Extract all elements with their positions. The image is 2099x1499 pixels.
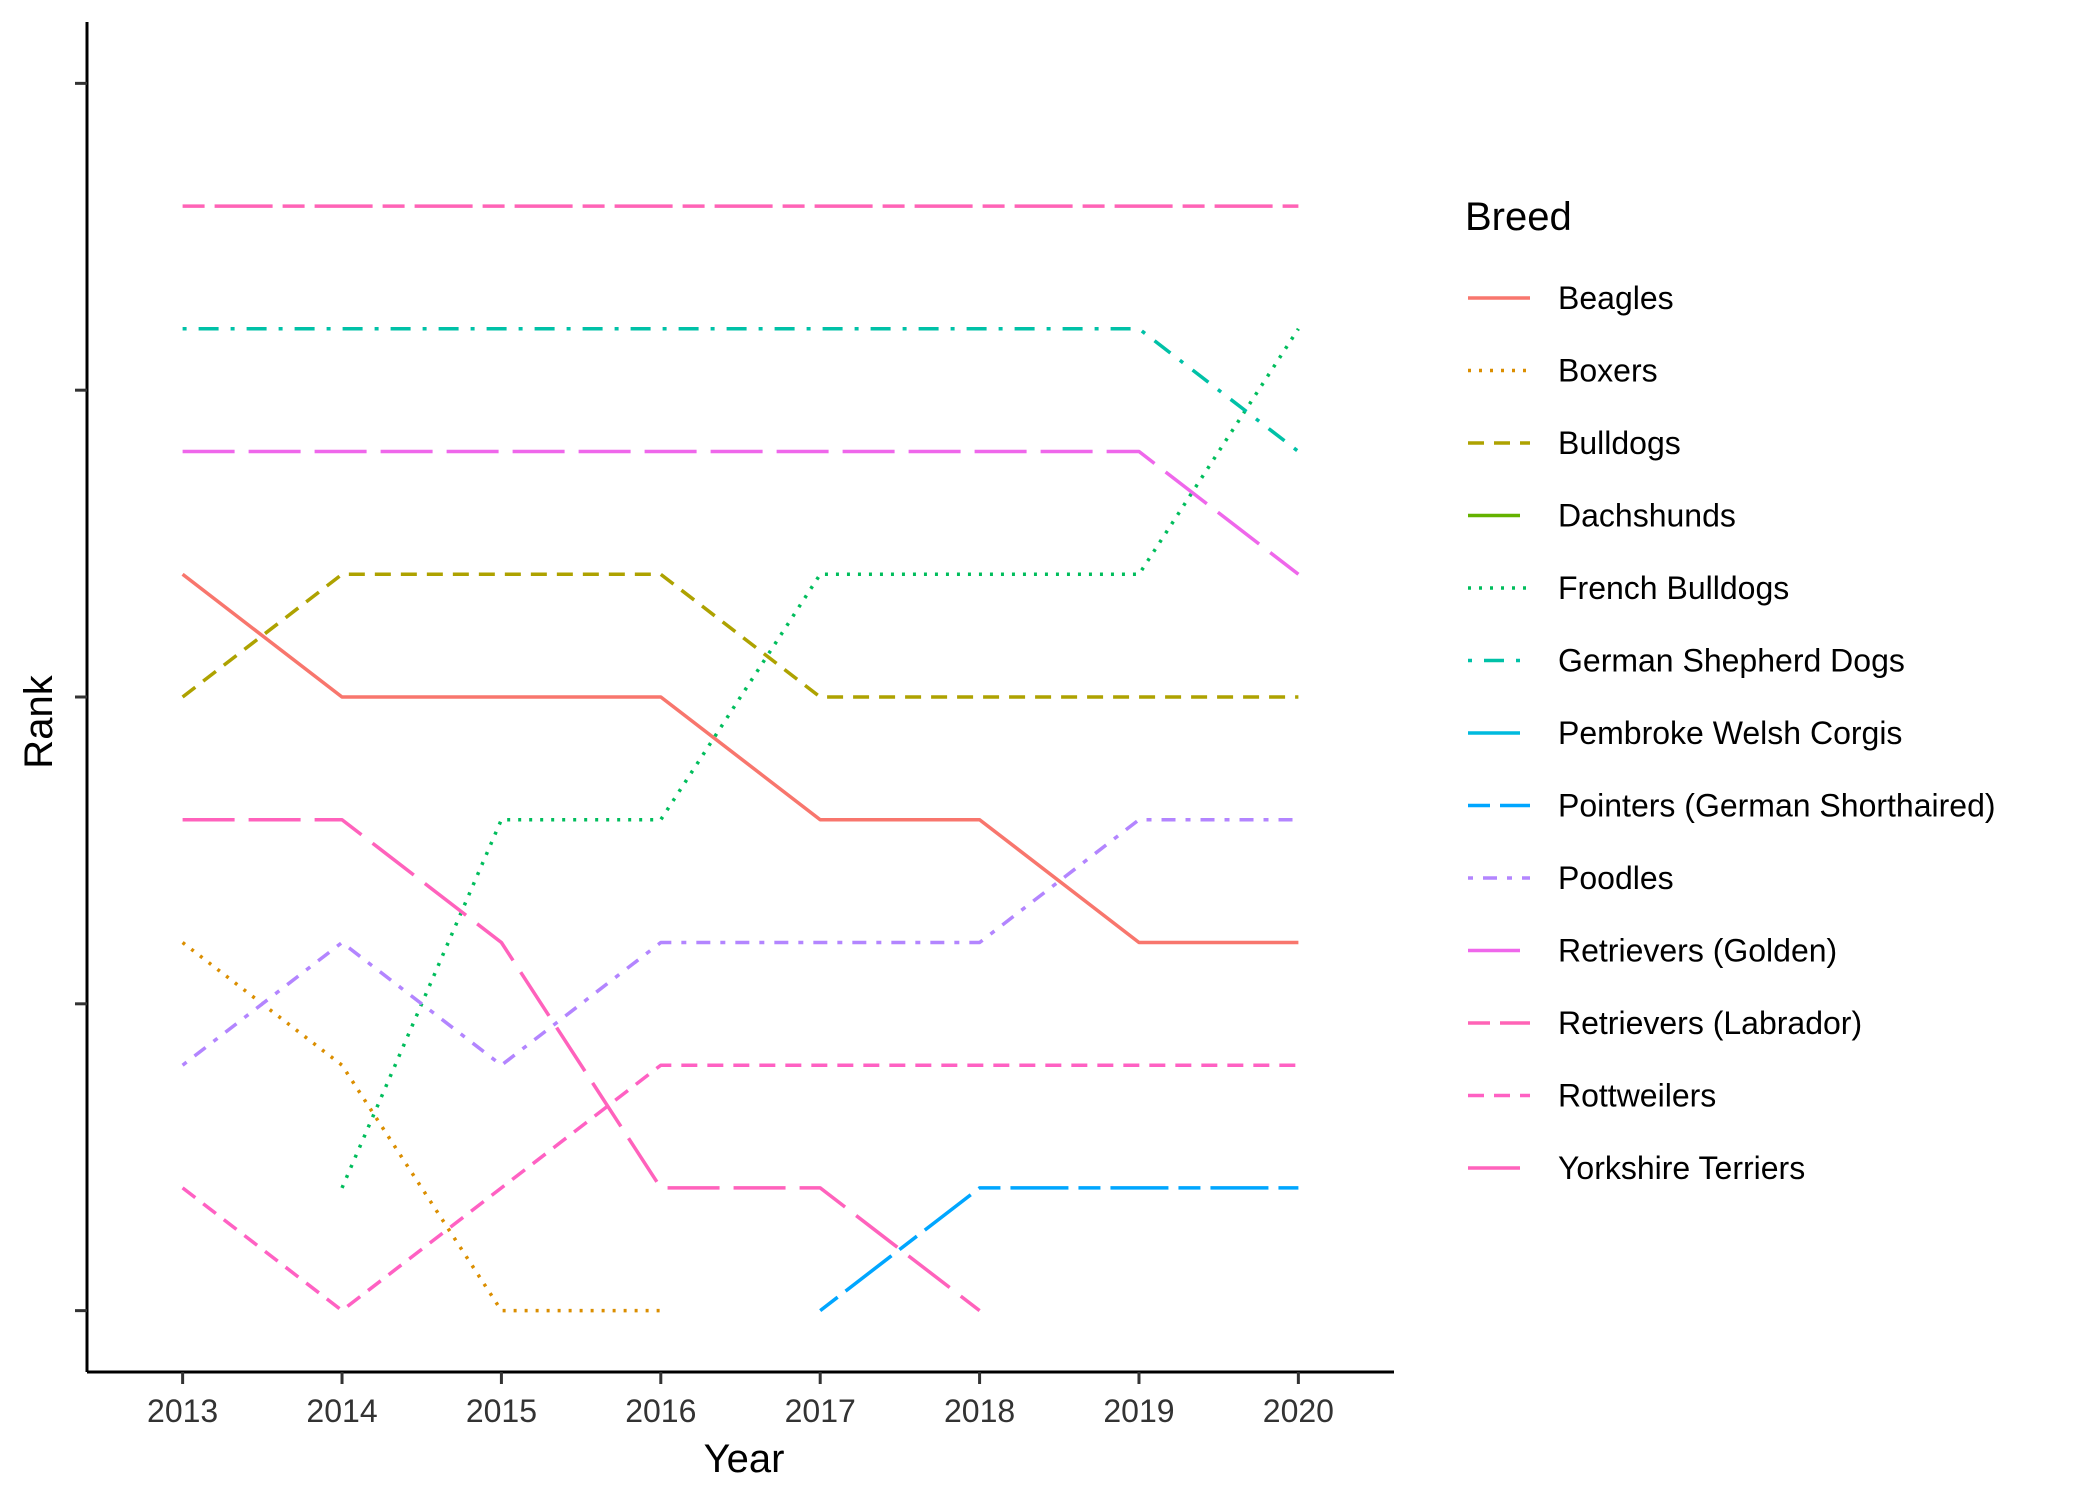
x-tick-label: 2016 bbox=[625, 1393, 696, 1429]
legend-label: Yorkshire Terriers bbox=[1558, 1150, 1805, 1186]
x-axis-title: Year bbox=[704, 1437, 785, 1481]
legend-label: Rottweilers bbox=[1558, 1078, 1716, 1114]
legend-label: Bulldogs bbox=[1558, 425, 1681, 461]
legend-label: French Bulldogs bbox=[1558, 570, 1789, 606]
x-tick-label: 2013 bbox=[147, 1393, 218, 1429]
series-line-retrievers-golden bbox=[182, 449, 1300, 576]
series-line-bulldogs bbox=[181, 572, 1299, 699]
series-line-pointers-german-shorthaired bbox=[819, 1186, 1299, 1312]
series-line-poodles bbox=[181, 817, 1299, 1067]
legend-label: Boxers bbox=[1558, 353, 1658, 389]
legend-label: German Shepherd Dogs bbox=[1558, 643, 1905, 679]
legend-label: Poodles bbox=[1558, 860, 1674, 896]
legend-label: Retrievers (Labrador) bbox=[1558, 1005, 1862, 1041]
legend-label: Retrievers (Golden) bbox=[1558, 933, 1837, 969]
series-line-yorkshire-terriers bbox=[182, 817, 981, 1312]
y-axis-title: Rank bbox=[17, 674, 61, 768]
legend-label: Dachshunds bbox=[1558, 498, 1736, 534]
x-tick-label: 2017 bbox=[785, 1393, 856, 1429]
series-line-german-shepherd-dogs bbox=[182, 327, 1300, 453]
x-tick-label: 2018 bbox=[944, 1393, 1015, 1429]
series-line-boxers bbox=[181, 941, 661, 1313]
legend: Breed Beagles Boxers Bulldogs Dachshunds Fre… bbox=[1465, 195, 1996, 1186]
legend-label: Pembroke Welsh Corgis bbox=[1558, 715, 1902, 751]
legend-title: Breed bbox=[1465, 195, 1572, 239]
x-axis-ticks: 2013 2014 2015 2016 2017 2018 2019 2020 bbox=[147, 1372, 1334, 1429]
x-tick-label: 2015 bbox=[466, 1393, 537, 1429]
series-line-french-bulldogs bbox=[340, 327, 1300, 1189]
x-tick-label: 2019 bbox=[1103, 1393, 1174, 1429]
y-axis-ticks bbox=[75, 81, 87, 1313]
series-line-beagles bbox=[181, 572, 1299, 945]
legend-label: Beagles bbox=[1558, 280, 1674, 316]
series-line-rottweilers bbox=[181, 1063, 1299, 1313]
plot-lines bbox=[181, 204, 1300, 1313]
legend-label: Pointers (German Shorthaired) bbox=[1558, 788, 1996, 824]
x-tick-label: 2014 bbox=[306, 1393, 377, 1429]
x-tick-label: 2020 bbox=[1263, 1393, 1334, 1429]
